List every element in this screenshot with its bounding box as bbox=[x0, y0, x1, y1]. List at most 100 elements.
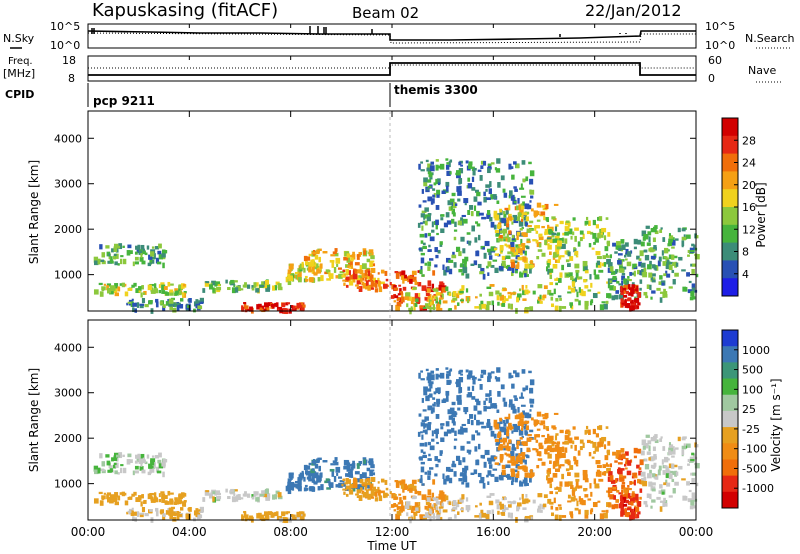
power-cell bbox=[275, 302, 279, 307]
velocity-cell bbox=[349, 483, 354, 489]
velocity-cell bbox=[422, 515, 426, 518]
power-cell bbox=[432, 188, 436, 191]
power-cell bbox=[460, 299, 465, 302]
velocity-cell bbox=[470, 472, 475, 476]
velocity-cell bbox=[507, 464, 511, 469]
colorbar-tick-label: 20 bbox=[742, 179, 756, 192]
power-cell bbox=[694, 254, 700, 260]
velocity-cell bbox=[443, 478, 447, 485]
power-cell bbox=[552, 263, 558, 269]
power-cell bbox=[312, 271, 316, 275]
power-cell bbox=[571, 278, 576, 284]
power-cell bbox=[430, 289, 434, 293]
power-cell bbox=[504, 298, 509, 302]
velocity-cell bbox=[249, 515, 253, 521]
power-cell bbox=[520, 248, 525, 254]
velocity-cell bbox=[624, 512, 629, 517]
power-cell bbox=[524, 250, 527, 256]
power-cell bbox=[659, 297, 663, 303]
velocity-cell bbox=[658, 490, 662, 494]
velocity-cell bbox=[613, 495, 616, 500]
power-cell bbox=[128, 250, 133, 254]
power-cell bbox=[482, 247, 485, 250]
velocity-cell bbox=[440, 426, 444, 430]
power-cell bbox=[507, 251, 513, 255]
velocity-cell bbox=[548, 437, 552, 442]
velocity-cell bbox=[648, 445, 651, 452]
power-cell bbox=[312, 259, 315, 262]
power-cell bbox=[659, 229, 663, 233]
velocity-cell bbox=[291, 483, 296, 488]
power-cell bbox=[469, 205, 474, 210]
power-cell bbox=[434, 247, 438, 253]
power-cell bbox=[362, 248, 367, 251]
velocity-cell bbox=[473, 469, 478, 475]
power-cell bbox=[160, 282, 165, 285]
velocity-cell bbox=[663, 482, 668, 486]
power-panel-frame bbox=[87, 110, 697, 312]
velocity-cell bbox=[594, 483, 600, 489]
velocity-cell bbox=[427, 441, 431, 446]
power-cell bbox=[511, 174, 515, 180]
power-cell bbox=[422, 245, 427, 250]
velocity-cell bbox=[117, 495, 121, 501]
power-cell bbox=[436, 305, 441, 312]
velocity-cell bbox=[604, 455, 609, 461]
velocity-cell bbox=[524, 430, 527, 434]
power-cell bbox=[258, 303, 262, 308]
velocity-cell bbox=[522, 507, 527, 510]
power-cell bbox=[510, 247, 515, 253]
velocity-cell bbox=[662, 502, 665, 507]
velocity-cell bbox=[106, 460, 111, 466]
power-cell bbox=[473, 205, 477, 212]
power-cell bbox=[227, 287, 231, 291]
velocity-cell bbox=[675, 471, 679, 476]
velocity-cell bbox=[442, 473, 445, 479]
velocity-cell bbox=[320, 484, 324, 491]
power-cell bbox=[461, 285, 465, 291]
power-cell bbox=[112, 255, 117, 260]
velocity-cell bbox=[466, 441, 471, 444]
power-cell bbox=[674, 238, 679, 241]
power-cell bbox=[303, 267, 306, 273]
power-cell bbox=[443, 222, 449, 228]
velocity-cell bbox=[378, 495, 383, 502]
velocity-cell bbox=[427, 372, 432, 379]
velocity-cell bbox=[258, 512, 262, 517]
velocity-cell bbox=[507, 504, 512, 508]
velocity-cell bbox=[574, 444, 577, 451]
power-cell bbox=[480, 160, 485, 165]
power-cell bbox=[176, 305, 180, 312]
power-cell bbox=[151, 246, 155, 249]
power-cell bbox=[421, 285, 427, 291]
power-cell bbox=[524, 203, 528, 210]
velocity-cell bbox=[251, 496, 255, 500]
power-cell bbox=[435, 292, 441, 296]
velocity-cell bbox=[512, 423, 517, 430]
power-cell bbox=[681, 240, 685, 247]
power-cell bbox=[463, 260, 467, 267]
freq-tick-top: 18 bbox=[62, 54, 76, 67]
velocity-cell bbox=[548, 477, 554, 482]
velocity-cell bbox=[510, 468, 515, 473]
power-cell bbox=[477, 169, 482, 172]
velocity-cell bbox=[427, 394, 432, 397]
power-cell bbox=[663, 247, 669, 254]
velocity-cell bbox=[464, 412, 467, 415]
power-cell bbox=[695, 235, 699, 239]
power-cell bbox=[435, 296, 438, 302]
power-cell bbox=[448, 259, 454, 263]
velocity-cell bbox=[115, 454, 121, 458]
power-cell bbox=[536, 242, 540, 248]
velocity-cell bbox=[582, 442, 585, 449]
velocity-cell bbox=[439, 452, 443, 456]
power-cell bbox=[565, 259, 570, 263]
velocity-cell bbox=[517, 465, 523, 470]
velocity-cell bbox=[553, 497, 556, 504]
power-cell bbox=[349, 274, 354, 280]
velocity-cell bbox=[460, 508, 465, 511]
power-cell bbox=[661, 250, 664, 256]
velocity-cell bbox=[650, 464, 656, 469]
power-cell bbox=[304, 261, 309, 266]
power-cell bbox=[262, 284, 268, 289]
